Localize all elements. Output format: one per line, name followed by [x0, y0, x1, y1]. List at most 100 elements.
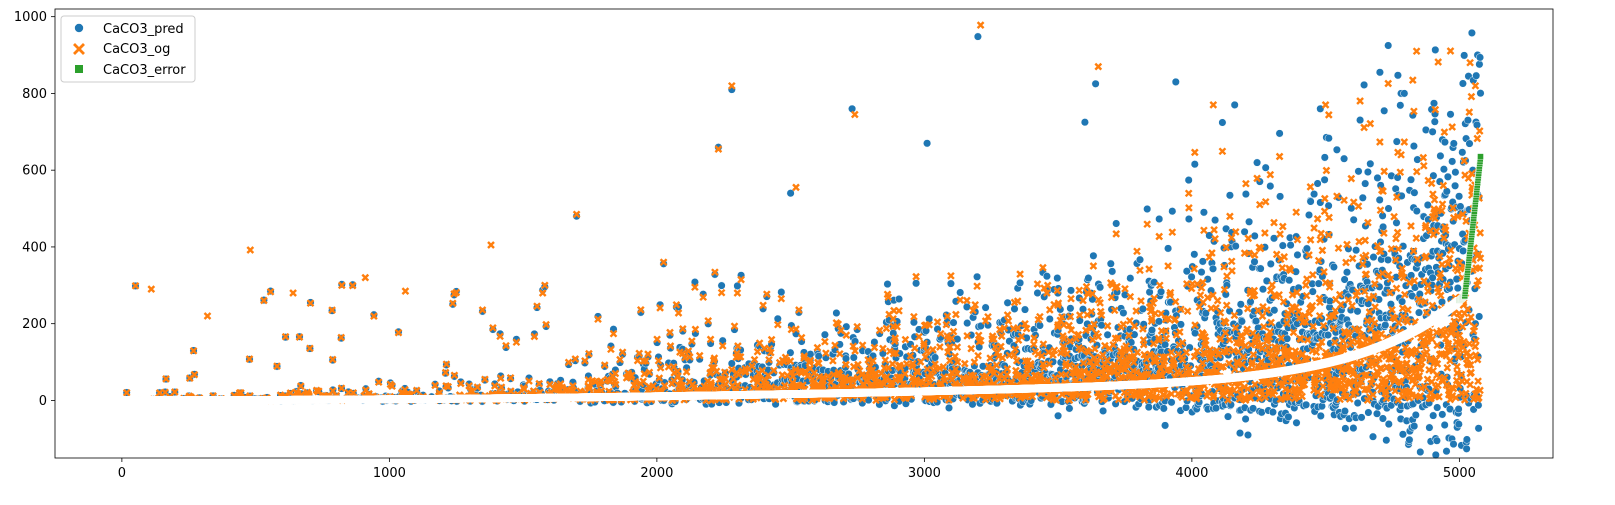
- pred-point: [1406, 175, 1416, 184]
- pred-point: [1465, 139, 1474, 148]
- pred-point: [909, 318, 918, 327]
- pred-point: [1126, 274, 1135, 283]
- og-point: [489, 324, 497, 332]
- og-point: [496, 374, 505, 383]
- og-point: [512, 338, 521, 347]
- pred-point: [1257, 408, 1266, 417]
- pred-point: [1475, 312, 1484, 321]
- og-point: [540, 281, 549, 290]
- pred-point: [1091, 79, 1100, 88]
- pred-point: [1236, 300, 1245, 309]
- og-point: [162, 375, 170, 383]
- pred-point: [490, 379, 499, 388]
- pred-point: [1103, 330, 1112, 339]
- pred-point: [1340, 275, 1349, 284]
- og-point: [607, 345, 615, 354]
- pred-point: [1429, 411, 1438, 420]
- pred-point: [1378, 414, 1387, 423]
- og-point: [585, 349, 593, 358]
- pred-point: [963, 319, 972, 328]
- og-point: [506, 387, 515, 395]
- pred-point: [1201, 309, 1210, 318]
- pred-point: [1459, 246, 1468, 255]
- pred-point: [1010, 304, 1019, 313]
- pred-point: [1448, 157, 1457, 166]
- pred-point: [883, 280, 892, 289]
- pred-point: [1275, 129, 1284, 138]
- og-point: [337, 281, 346, 290]
- pred-point: [1357, 413, 1366, 422]
- pred-point: [1155, 214, 1164, 224]
- pred-point: [1474, 401, 1483, 410]
- pred-point: [1405, 435, 1414, 444]
- og-point: [581, 357, 589, 365]
- og-point: [296, 382, 305, 390]
- pred-point: [1108, 267, 1117, 276]
- pred-point: [1198, 257, 1207, 266]
- og-point: [611, 380, 620, 389]
- pred-point: [1218, 118, 1227, 127]
- pred-point: [1323, 330, 1333, 340]
- og-point: [533, 302, 541, 311]
- pred-point: [1187, 272, 1196, 281]
- pred-point: [1384, 204, 1393, 213]
- og-point: [295, 333, 304, 341]
- pred-point: [542, 322, 551, 331]
- pred-point: [1208, 264, 1218, 273]
- pred-point: [1366, 159, 1375, 168]
- pred-point: [1045, 314, 1054, 324]
- pred-point: [1145, 288, 1154, 297]
- pred-point: [1454, 420, 1463, 429]
- pred-point: [894, 294, 904, 304]
- pred-point: [1458, 79, 1467, 88]
- og-point: [535, 379, 544, 388]
- og-point: [611, 369, 620, 378]
- pred-point: [1421, 125, 1430, 134]
- pred-point: [949, 318, 958, 327]
- og-point: [564, 358, 573, 367]
- pred-point: [1075, 316, 1084, 325]
- pred-point: [1269, 234, 1279, 243]
- og-point: [639, 377, 648, 386]
- pred-point: [1278, 241, 1287, 250]
- pred-point: [1462, 444, 1471, 453]
- og-point: [337, 333, 346, 342]
- pred-point: [1250, 231, 1259, 240]
- pred-point: [1446, 110, 1455, 119]
- og-point: [642, 357, 650, 365]
- og-point: [571, 355, 580, 363]
- pred-point: [1353, 307, 1362, 316]
- pred-point: [1369, 253, 1378, 262]
- pred-point: [1250, 257, 1259, 266]
- pred-point: [1430, 117, 1439, 126]
- pred-point: [1245, 217, 1254, 226]
- pred-point: [572, 212, 581, 221]
- pred-point: [1373, 173, 1382, 182]
- og-point: [465, 381, 473, 390]
- pred-point: [1320, 175, 1329, 184]
- pred-point: [1349, 215, 1358, 224]
- pred-point: [1393, 71, 1402, 80]
- og-point: [266, 287, 275, 296]
- pred-point: [1306, 197, 1315, 206]
- og-point: [348, 281, 357, 290]
- og-point: [448, 299, 457, 308]
- pred-point: [1412, 206, 1421, 216]
- pred-point: [1438, 410, 1447, 419]
- pred-point: [1190, 250, 1199, 259]
- pred-point: [501, 343, 511, 352]
- pred-point: [1440, 138, 1449, 147]
- pred-point: [733, 281, 742, 290]
- pred-point: [1099, 406, 1108, 415]
- pred-point: [1324, 134, 1333, 143]
- pred-point: [1443, 172, 1452, 181]
- pred-point: [1442, 447, 1451, 456]
- pred-point: [1329, 262, 1338, 272]
- pred-point: [1286, 241, 1295, 250]
- pred-point: [1016, 278, 1025, 287]
- pred-point: [1106, 259, 1115, 268]
- og-point: [190, 370, 199, 379]
- pred-point: [1320, 153, 1329, 162]
- og-point: [260, 296, 268, 305]
- pred-point: [1332, 145, 1341, 154]
